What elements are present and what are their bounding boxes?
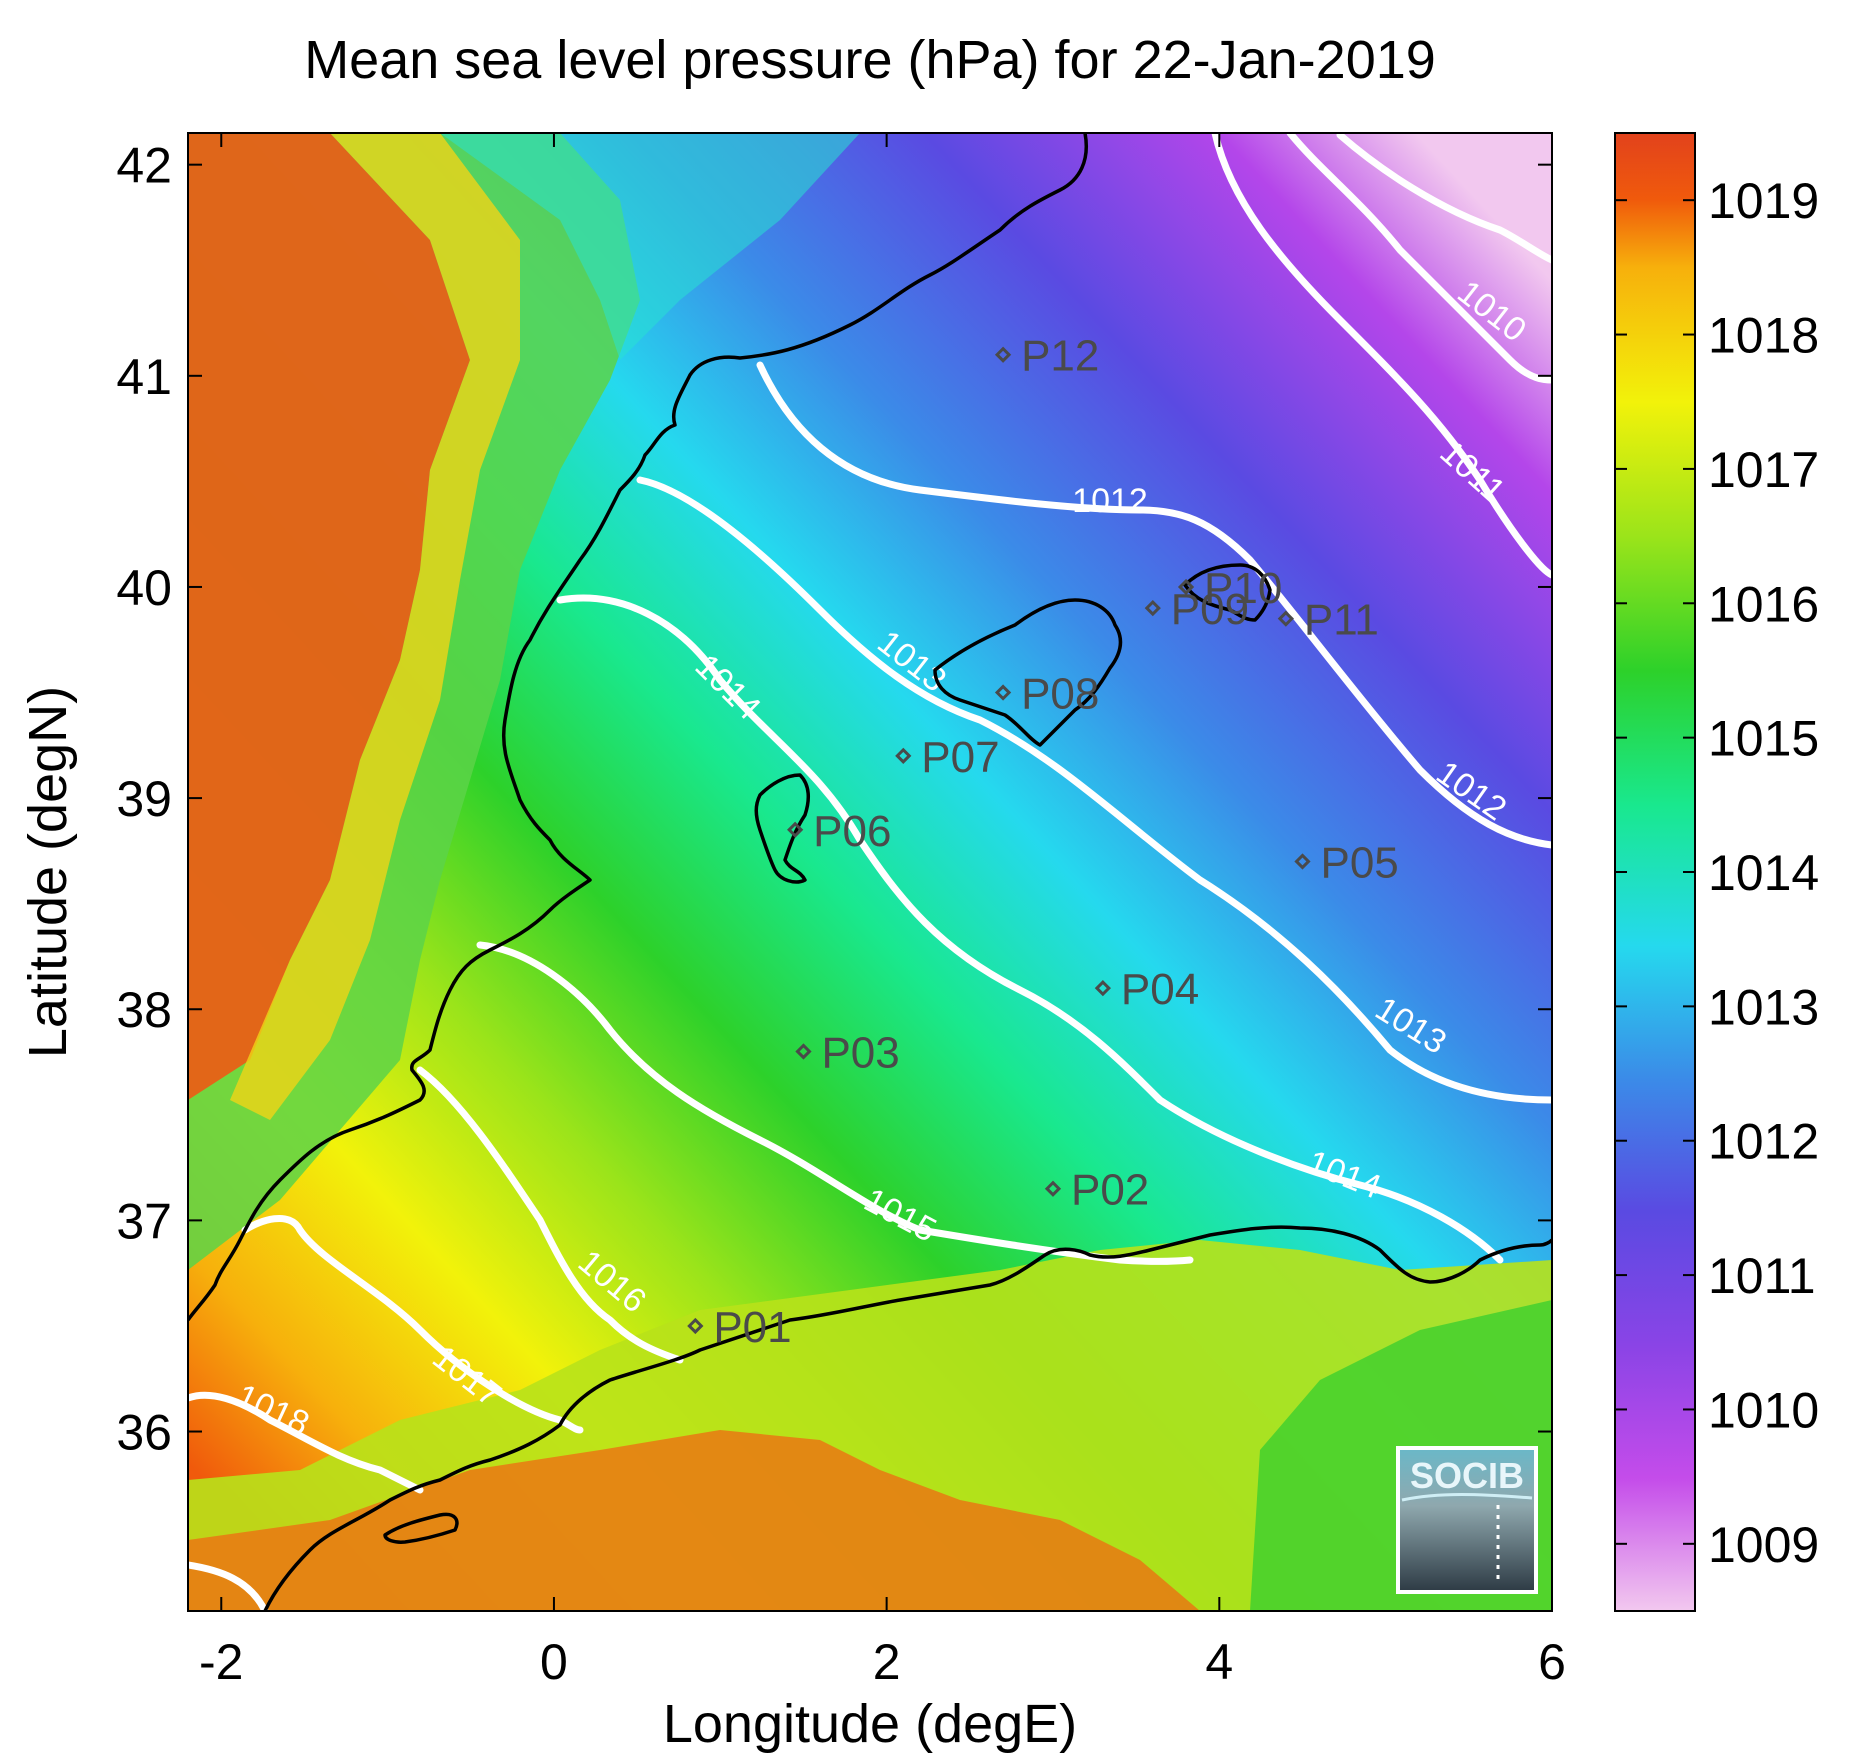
station-label: P12 [1021, 332, 1099, 381]
x-axis-ticks: -2 0 2 4 6 [199, 133, 1566, 1690]
y-tick-label: 41 [116, 349, 172, 405]
plot-area: 1010 1011 1012 1012 1013 1013 1014 1014 … [188, 133, 1552, 1611]
y-tick-label: 42 [116, 138, 172, 194]
colorbar-tick-label: 1011 [1708, 1248, 1816, 1304]
station-label: P06 [813, 807, 891, 856]
station-marker [1144, 599, 1161, 617]
contour-label-1012-top: 1012 [1072, 482, 1148, 520]
contour-1014 [556, 594, 1504, 1264]
station-label: P05 [1320, 838, 1398, 887]
x-tick-label: -2 [199, 1634, 243, 1690]
y-axis-label: Latitude (degN) [18, 686, 78, 1058]
colorbar-tick-label: 1014 [1708, 845, 1819, 901]
ibiza-coast [754, 773, 811, 884]
menorca-coast [1183, 563, 1272, 622]
colorbar-tick-label: 1013 [1708, 979, 1819, 1035]
colorbar-tick-label: 1017 [1708, 442, 1819, 498]
station-marker [1094, 980, 1112, 997]
x-tick-label: 6 [1538, 1634, 1566, 1690]
colorbar-tick-label: 1018 [1708, 308, 1819, 364]
contour-1013 [636, 476, 1552, 1104]
contour-1015 [476, 941, 1194, 1265]
colorbar-tick-label: 1010 [1708, 1382, 1819, 1438]
station-label: P01 [713, 1303, 791, 1352]
contour-1012 [756, 361, 1552, 849]
contour-1018 [188, 1391, 424, 1494]
contour-1016 [416, 1066, 684, 1364]
contour-1018b [188, 1561, 269, 1611]
station-label: P08 [1021, 670, 1099, 719]
y-tick-label: 37 [116, 1193, 172, 1249]
socib-logo-text: SOCIB [1410, 1455, 1524, 1496]
socib-logo: SOCIB [1396, 1446, 1538, 1594]
contour-1011b [1211, 133, 1552, 579]
y-tick-label: 39 [116, 771, 172, 827]
x-tick-label: 4 [1205, 1634, 1233, 1690]
contour-1010 [1336, 133, 1552, 264]
colorbar-ticks: 1009 1010 1011 1012 1013 1014 1015 1016 1017 1018… [1615, 173, 1819, 1573]
y-tick-label: 36 [116, 1405, 172, 1461]
coastlines [188, 133, 1552, 1611]
station-marker [795, 1043, 812, 1060]
station-marker [1044, 1180, 1062, 1197]
station-marker [1277, 610, 1294, 627]
socib-logo-wave [1401, 1493, 1533, 1502]
socib-logo-box [1396, 1446, 1538, 1594]
africa-high-orange [188, 1430, 1200, 1611]
iberia-mid-band [230, 133, 520, 1120]
contour-lines [188, 133, 1552, 1611]
colorbar-tick-label: 1012 [1708, 1114, 1819, 1170]
station-label: P02 [1071, 1166, 1149, 1215]
iberia-interior-high [188, 133, 470, 1100]
station-label: P10 [1204, 564, 1282, 613]
station-label: P04 [1121, 965, 1199, 1014]
colorbar-tick-label: 1019 [1708, 173, 1819, 229]
north-coast-band [440, 133, 860, 360]
colorbar [1614, 132, 1696, 1612]
colorbar-tick-label: 1009 [1708, 1517, 1819, 1573]
alboran-island-coast [383, 1512, 459, 1544]
y-axis-ticks: 36 37 38 39 40 41 42 [116, 138, 1552, 1461]
plot-frame [187, 132, 1553, 1612]
x-axis-label: Longitude (degE) [663, 1694, 1077, 1754]
africa-coast [263, 1225, 1552, 1611]
station-marker [895, 747, 912, 764]
station-label: P03 [821, 1028, 899, 1077]
colorbar-tick-label: 1015 [1708, 711, 1819, 767]
station-marker [1294, 853, 1311, 870]
station-marker [994, 684, 1012, 701]
iberia-coast [188, 133, 1088, 1322]
station-label: P11 [1304, 596, 1379, 645]
x-tick-label: 0 [540, 1634, 568, 1690]
x-tick-label: 2 [873, 1634, 901, 1690]
y-tick-label: 40 [116, 560, 172, 616]
station-marker [994, 346, 1012, 363]
station-marker [687, 1317, 704, 1335]
station-label: P09 [1171, 585, 1249, 634]
contour-1011 [1286, 133, 1552, 384]
station-marker [787, 821, 804, 838]
colorbar-tick-label: 1016 [1708, 576, 1819, 632]
station-marker [1177, 578, 1195, 596]
map-title: Mean sea level pressure (hPa) for 22-Jan… [304, 30, 1436, 90]
mallorca-coast [933, 598, 1123, 747]
y-tick-label: 38 [116, 982, 172, 1038]
station-label: P07 [921, 733, 999, 782]
